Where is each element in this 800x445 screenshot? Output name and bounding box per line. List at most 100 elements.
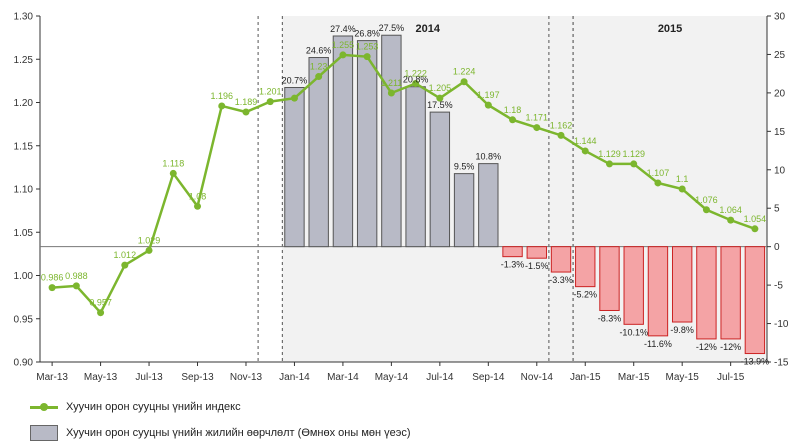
index-point-Mar-15[interactable]: [630, 160, 638, 168]
index-point-Apr-13[interactable]: [72, 282, 80, 290]
index-point-Nov-14[interactable]: [533, 124, 541, 132]
bar-Mar-15[interactable]: [623, 246, 644, 325]
year-label-2014: 2014: [415, 23, 440, 35]
index-point-Jul-13[interactable]: [145, 246, 153, 254]
index-point-Mar-13[interactable]: [48, 284, 56, 292]
index-label-Jul-14: 1.205: [429, 83, 452, 93]
bar-Jul-14[interactable]: [429, 111, 451, 248]
bar-Jan-15[interactable]: [575, 246, 596, 288]
index-label-Aug-14: 1.224: [453, 67, 476, 77]
y-right-tick-label: -5: [774, 281, 783, 292]
bar-label-Nov-14: -1.5%: [525, 261, 549, 271]
x-tick-label: Jan-15: [570, 372, 601, 383]
index-point-Jan-15[interactable]: [581, 147, 589, 155]
bar-label-May-15: -9.8%: [670, 325, 694, 335]
index-label-May-15: 1.1: [676, 174, 689, 184]
index-point-Oct-14[interactable]: [509, 116, 517, 124]
index-label-Apr-14: 1.253: [356, 42, 379, 52]
y-right-tick-label: -10: [774, 319, 789, 330]
index-point-Jun-13[interactable]: [121, 261, 129, 269]
index-label-Jun-14: 1.222: [404, 68, 427, 78]
index-point-Nov-13[interactable]: [242, 108, 250, 116]
index-label-Apr-13: 0.988: [65, 271, 88, 281]
bar-Jun-14[interactable]: [405, 86, 426, 248]
index-point-Jul-14[interactable]: [436, 94, 444, 102]
bar-label-Jan-15: -5.2%: [573, 290, 597, 300]
index-label-Feb-15: 1.129: [598, 149, 621, 159]
bar-Feb-14[interactable]: [308, 57, 329, 248]
year-label-2015: 2015: [658, 23, 682, 35]
index-label-Dec-14: 1.162: [550, 120, 573, 130]
bar-label-Mar-15: -10.1%: [619, 327, 648, 337]
index-label-Sep-13: 1.08: [189, 191, 207, 201]
bar-label-Sep-14: 10.8%: [476, 152, 502, 162]
index-point-Sep-14[interactable]: [484, 101, 492, 109]
bar-label-Jan-14: 20.7%: [282, 76, 308, 86]
index-label-Apr-15: 1.107: [647, 168, 670, 178]
bar-label-Apr-14: 26.8%: [354, 29, 380, 39]
index-point-Jan-14[interactable]: [290, 94, 298, 102]
bar-Jun-15[interactable]: [696, 246, 717, 340]
line-series: [48, 51, 759, 317]
bar-label-Aug-15: -13.9%: [741, 357, 770, 367]
index-point-Dec-14[interactable]: [557, 131, 565, 139]
index-label-Mar-13: 0.986: [41, 273, 64, 283]
bar-Aug-14[interactable]: [453, 173, 475, 248]
index-point-May-14[interactable]: [387, 89, 395, 97]
index-point-Aug-14[interactable]: [460, 78, 468, 86]
chart: 2014 2015 0.900.951.001.051.101.151.201.2…: [14, 12, 789, 384]
bar-label-Feb-15: -8.3%: [598, 313, 622, 323]
bar-Oct-14[interactable]: [502, 246, 523, 258]
bar-Dec-14[interactable]: [550, 246, 572, 273]
legend-item-change[interactable]: Хуучин орон сууцны үнийн жилийн өөрчлөлт…: [30, 425, 411, 441]
legend-item-index[interactable]: Хуучин орон сууцны үнийн индекс: [30, 401, 241, 413]
y-right-tick-label: -15: [774, 358, 789, 369]
bar-Feb-15[interactable]: [599, 246, 620, 311]
bar-label-Jul-15: -12%: [720, 342, 741, 352]
index-point-Oct-13[interactable]: [218, 102, 226, 110]
bar-label-Mar-14: 27.4%: [330, 24, 356, 34]
y-left-tick-label: 0.95: [14, 314, 34, 325]
index-point-Feb-15[interactable]: [605, 160, 613, 168]
index-point-Apr-15[interactable]: [654, 179, 662, 187]
bar-Sep-14[interactable]: [478, 163, 499, 248]
x-tick-label: Jan-14: [279, 372, 310, 383]
bar-Mar-14[interactable]: [332, 35, 354, 248]
bar-Apr-14[interactable]: [356, 40, 378, 248]
index-point-Mar-14[interactable]: [339, 51, 347, 59]
index-point-Aug-13[interactable]: [169, 169, 177, 177]
index-line: [52, 53, 756, 315]
index-label-Oct-13: 1.196: [210, 91, 233, 101]
bar-label-Jul-14: 17.5%: [427, 100, 453, 110]
bar-Jul-15[interactable]: [720, 246, 741, 340]
index-point-Sep-13[interactable]: [194, 202, 202, 210]
y-right-tick-label: 10: [774, 165, 786, 176]
index-point-Feb-14[interactable]: [315, 73, 323, 81]
index-label-Jul-15: 1.064: [719, 205, 742, 215]
index-point-May-15[interactable]: [678, 185, 686, 193]
index-point-Apr-14[interactable]: [363, 53, 371, 61]
bar-May-15[interactable]: [671, 246, 693, 323]
x-tick-label: Nov-13: [230, 372, 263, 383]
bar-May-14[interactable]: [381, 34, 402, 248]
bar-Nov-14[interactable]: [526, 246, 547, 259]
index-point-Jul-15[interactable]: [727, 216, 735, 224]
index-point-Jun-15[interactable]: [702, 206, 710, 214]
x-tick-label: Sep-13: [181, 372, 214, 383]
index-point-May-13[interactable]: [97, 309, 105, 317]
y-left-tick-label: 1.05: [14, 228, 34, 239]
index-point-Aug-15[interactable]: [751, 225, 759, 233]
x-tick-label: Mar-15: [618, 372, 650, 383]
x-tick-label: May-13: [84, 372, 118, 383]
index-label-Oct-14: 1.18: [504, 105, 522, 115]
y-right-tick-label: 5: [774, 204, 780, 215]
x-tick-label: Sep-14: [472, 372, 505, 383]
index-point-Dec-13[interactable]: [266, 98, 274, 106]
index-label-Jul-13: 1.029: [138, 235, 161, 245]
bar-Aug-15[interactable]: [744, 246, 766, 355]
index-point-Jun-14[interactable]: [412, 79, 420, 87]
bar-Jan-14[interactable]: [284, 87, 305, 248]
bar-label-Aug-14: 9.5%: [454, 162, 475, 172]
bar-Apr-15[interactable]: [647, 246, 669, 337]
bar-label-Feb-14: 24.6%: [306, 46, 332, 56]
